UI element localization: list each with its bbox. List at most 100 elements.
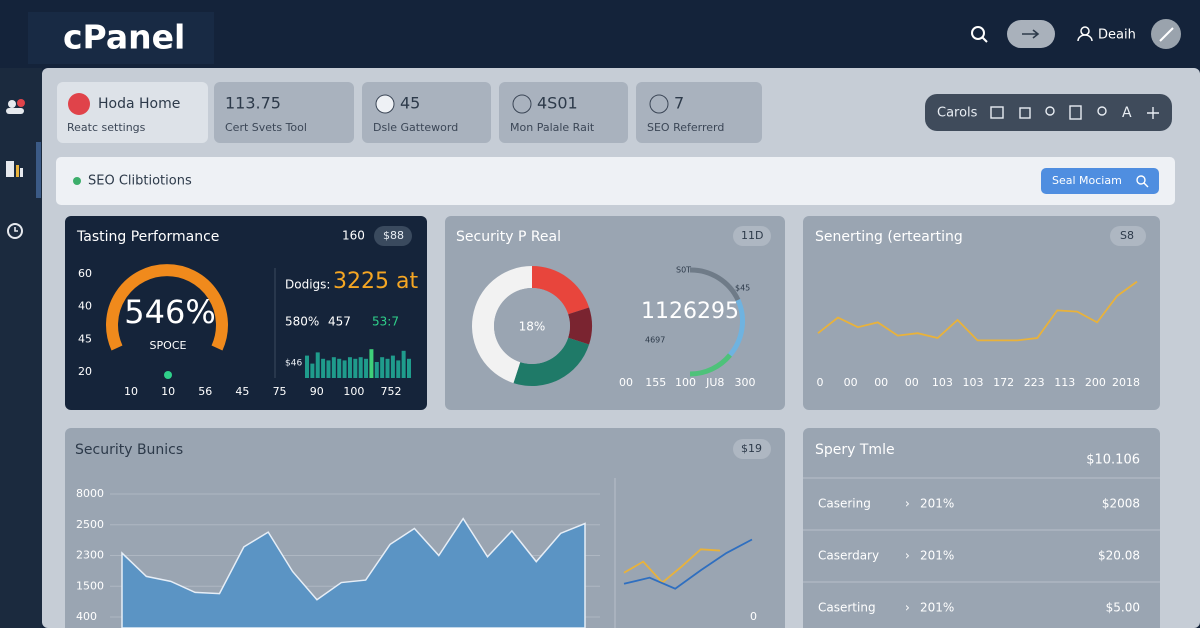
tile-icon — [649, 94, 669, 114]
panel-title: Spery Tmle — [815, 442, 895, 458]
bar — [305, 355, 309, 378]
panel-badge: 160 — [342, 229, 365, 243]
tile[interactable] — [57, 82, 208, 143]
pill-icon — [1022, 29, 1040, 39]
x-label: 0 — [817, 376, 824, 389]
axis-label: 0 — [750, 610, 757, 623]
tile-sub: Mon Palale Rait — [510, 121, 595, 134]
ring-small: 4697 — [645, 336, 665, 345]
donut-slice — [568, 307, 593, 345]
user-name[interactable]: Deaih — [1098, 28, 1136, 43]
row-label: Caserdary — [818, 549, 879, 563]
bar — [337, 358, 342, 378]
sidebar-icon[interactable] — [7, 223, 23, 239]
x-label: 10 — [124, 385, 138, 398]
sidebar-icon[interactable] — [6, 99, 25, 114]
y-label: 2500 — [76, 518, 104, 531]
ring-arc — [728, 298, 745, 357]
tile-sub: SEO Referrerd — [647, 121, 724, 134]
tile[interactable] — [636, 82, 762, 143]
x-label: 10 — [161, 385, 175, 398]
bar — [342, 360, 347, 378]
x-label: 90 — [310, 385, 324, 398]
mini-line — [623, 538, 753, 590]
row-arrow: › — [905, 601, 910, 615]
panel-badge: $19 — [741, 442, 762, 455]
x-label: 113 — [1054, 376, 1075, 389]
bar — [310, 363, 315, 378]
x-label: 300 — [735, 376, 756, 389]
sidebar-icon[interactable] — [6, 161, 23, 177]
x-label: JU8 — [705, 376, 724, 389]
tile-title: Hoda Home — [98, 96, 180, 112]
tile-title: 113.75 — [225, 94, 281, 113]
bar — [407, 358, 411, 378]
panel-badge: $88 — [383, 229, 404, 242]
tile-sub: Cert Svets Tool — [225, 121, 307, 134]
avatar-mark — [1159, 27, 1174, 42]
tile[interactable] — [362, 82, 491, 143]
toolbar-label[interactable]: Carols — [937, 106, 978, 121]
sidebar-active — [36, 142, 41, 198]
tile-sub: Dsle Gatteword — [373, 121, 458, 134]
tile-icon — [512, 94, 532, 114]
x-label: 103 — [932, 376, 953, 389]
tile[interactable] — [499, 82, 628, 143]
section-button[interactable] — [1041, 168, 1159, 194]
bar — [390, 355, 395, 378]
bar — [401, 350, 406, 378]
section-icon — [73, 177, 81, 185]
y-label: 400 — [76, 610, 97, 623]
donut-hole — [494, 288, 570, 364]
row-amount: $20.08 — [1098, 549, 1140, 563]
tile-icon — [375, 94, 395, 114]
stat-row: 580% — [285, 315, 319, 329]
gauge-label: SPOCE — [150, 339, 187, 352]
bar — [321, 358, 326, 378]
row-arrow: › — [905, 497, 910, 511]
stat-value: 3225 at — [333, 269, 418, 294]
section-bar — [56, 157, 1175, 205]
section-button-label: Seal Mociam — [1052, 174, 1122, 187]
bar — [380, 357, 385, 378]
y-label: 20 — [78, 365, 92, 378]
panel-title: Security Bunics — [75, 442, 183, 458]
x-label: 752 — [381, 385, 402, 398]
x-label: 75 — [273, 385, 287, 398]
gauge-arc — [106, 264, 228, 351]
toolbar-icons[interactable] — [990, 105, 1159, 120]
panel — [803, 216, 1160, 410]
bar — [374, 362, 379, 378]
x-label: 172 — [993, 376, 1014, 389]
section-title: SEO Clibtiotions — [88, 174, 192, 189]
bar — [369, 349, 374, 378]
area — [121, 517, 586, 628]
panel — [65, 216, 427, 410]
tile-title: 4S01 — [537, 94, 578, 113]
x-label: 223 — [1024, 376, 1045, 389]
badge-pill — [374, 226, 412, 246]
tile[interactable] — [214, 82, 354, 143]
y-label: 45 — [78, 332, 92, 345]
x-label: 100 — [343, 385, 364, 398]
table-total: $10.106 — [1086, 453, 1140, 468]
x-label: 45 — [235, 385, 249, 398]
badge-pill — [1110, 226, 1146, 246]
row-arrow: › — [905, 549, 910, 563]
ring-arc — [689, 353, 732, 377]
x-label: 103 — [963, 376, 984, 389]
bar — [358, 357, 363, 378]
stat-small: $46 — [285, 359, 302, 369]
stat-row: 457 — [328, 315, 351, 329]
search-icon[interactable] — [971, 26, 988, 43]
line — [817, 280, 1138, 342]
bar — [347, 357, 352, 378]
x-label: 00 — [874, 376, 888, 389]
row-label: Casering — [818, 497, 871, 511]
y-label: 40 — [78, 300, 92, 313]
bar — [396, 360, 401, 378]
bar — [315, 352, 320, 378]
toolbar-letter[interactable]: A — [1122, 105, 1132, 121]
